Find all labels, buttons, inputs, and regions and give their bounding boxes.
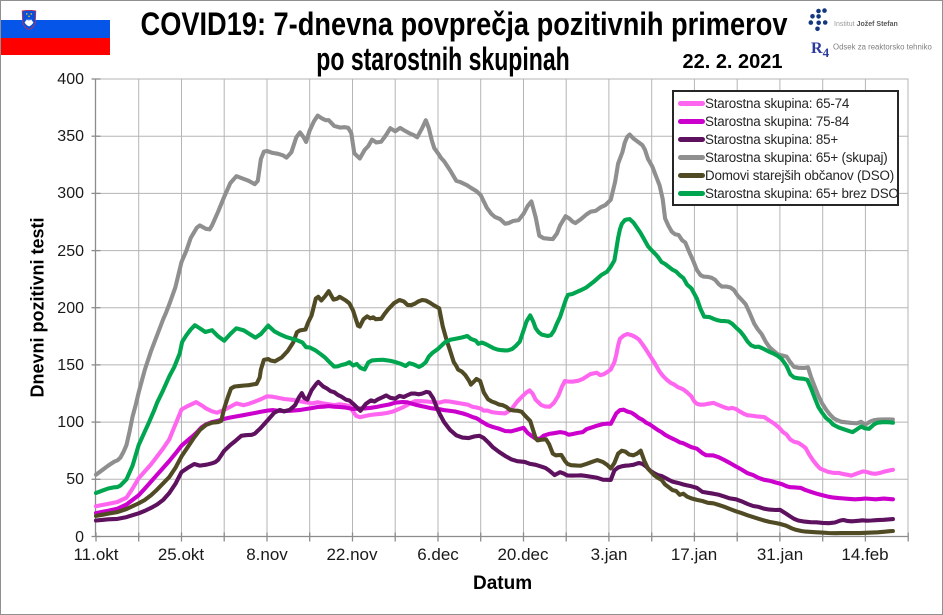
svg-text:Odsek za reaktorsko tehniko: Odsek za reaktorsko tehniko [833,43,932,52]
svg-text:R4: R4 [811,40,830,60]
svg-text:Institut Jožef Stefan: Institut Jožef Stefan [834,21,898,28]
